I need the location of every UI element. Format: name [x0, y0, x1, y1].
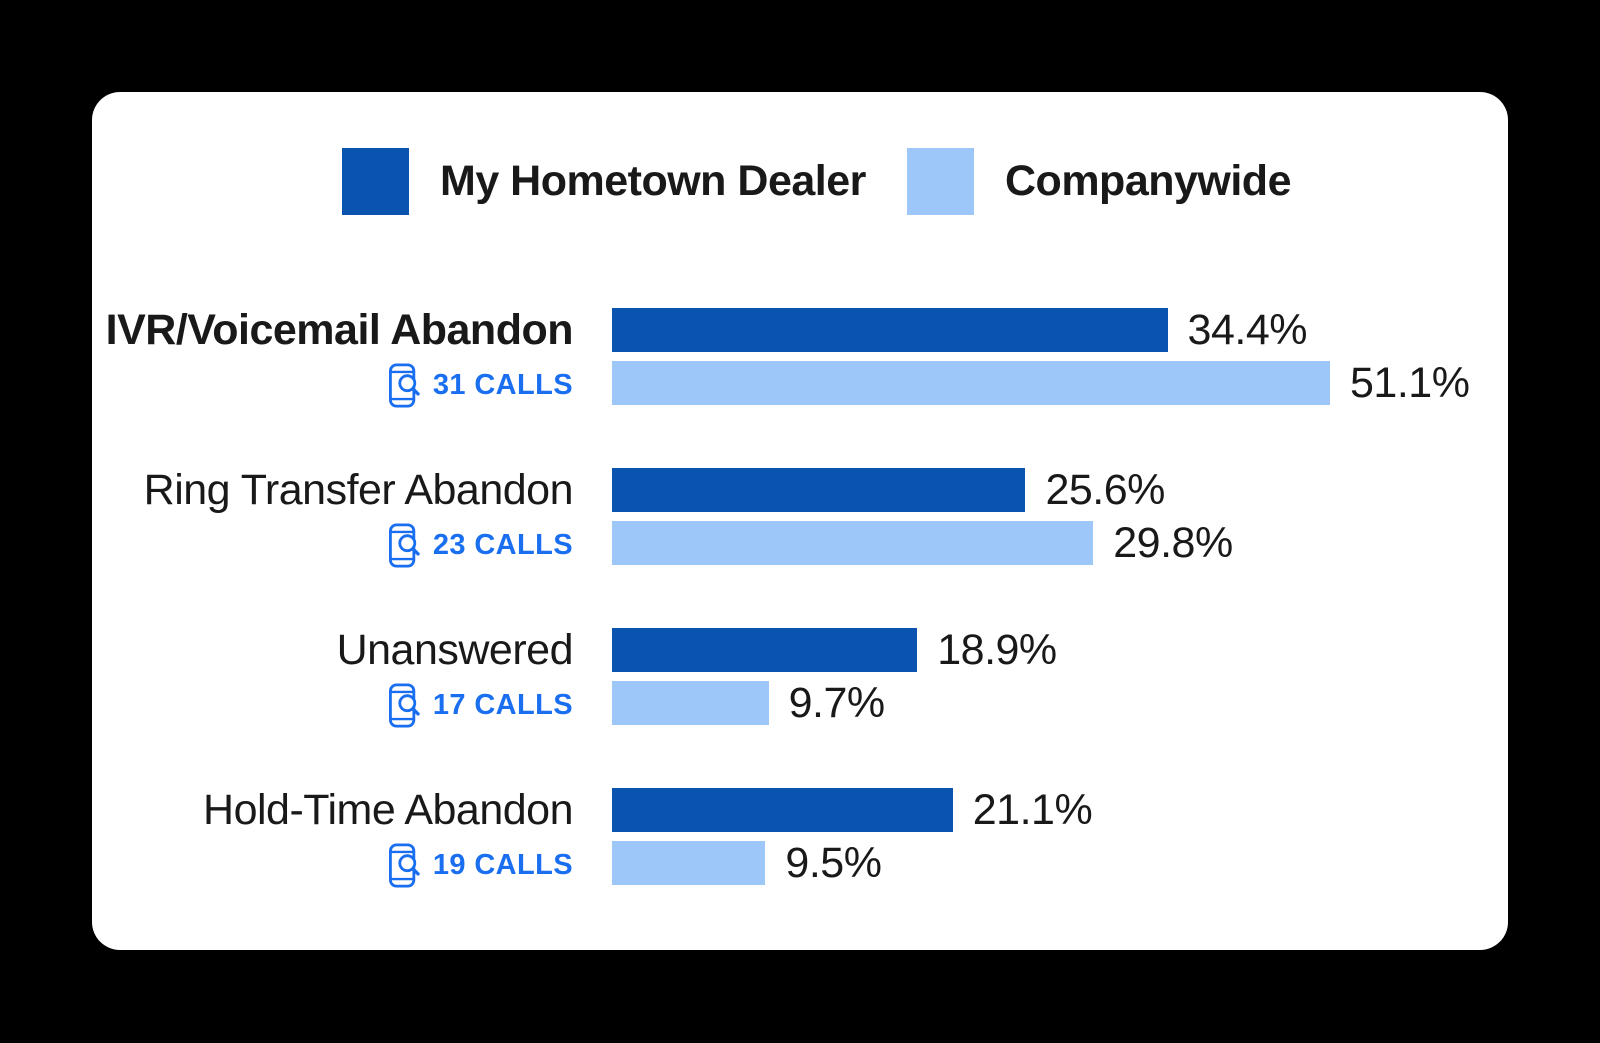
category-label: Hold-Time Abandon: [203, 786, 573, 834]
phone-search-icon: [387, 362, 421, 408]
legend-label-companywide: Companywide: [1005, 157, 1292, 205]
calls-count-label: 31 CALLS: [432, 368, 573, 401]
legend-item-companywide[interactable]: Companywide: [907, 148, 1292, 215]
companywide-bar-line: 29.8%: [612, 518, 1233, 567]
metric-row-hold-time-abandon: Hold-Time Abandon 19 CALLS 21.1%: [92, 785, 1508, 888]
companywide-bar: [612, 361, 1330, 405]
dealer-bar-line: 21.1%: [612, 785, 1093, 834]
dealer-bar: [612, 628, 918, 672]
dealer-bar-line: 25.6%: [612, 465, 1165, 514]
dealer-bar: [612, 468, 1026, 512]
dealer-bar: [612, 308, 1168, 352]
phone-search-icon: [387, 842, 421, 888]
companywide-color-swatch: [907, 148, 974, 215]
companywide-value-label: 9.5%: [785, 838, 882, 887]
companywide-value-label: 29.8%: [1113, 518, 1233, 567]
dealer-value-label: 18.9%: [937, 625, 1057, 674]
category-label: IVR/Voicemail Abandon: [105, 306, 574, 354]
calls-link[interactable]: 23 CALLS: [92, 521, 573, 569]
dealer-bar-line: 34.4%: [612, 305, 1308, 354]
metric-row-ivr-voicemail-abandon: IVR/Voicemail Abandon 31 CALLS 34.4%: [92, 305, 1508, 408]
metric-row-ring-transfer-abandon: Ring Transfer Abandon 23 CALLS 25.6%: [92, 465, 1508, 568]
companywide-bar-line: 51.1%: [612, 358, 1470, 407]
dealer-value-label: 25.6%: [1045, 465, 1165, 514]
legend-label-dealer: My Hometown Dealer: [440, 157, 866, 205]
category-label: Ring Transfer Abandon: [143, 466, 574, 514]
companywide-bar: [612, 841, 766, 885]
dealer-bar: [612, 788, 953, 832]
companywide-bar-line: 9.7%: [612, 678, 886, 727]
companywide-value-label: 51.1%: [1350, 358, 1470, 407]
legend-item-my-hometown-dealer[interactable]: My Hometown Dealer: [342, 148, 866, 215]
calls-link[interactable]: 17 CALLS: [92, 681, 573, 729]
phone-search-icon: [387, 682, 421, 728]
calls-count-label: 23 CALLS: [432, 528, 573, 561]
call-abandon-chart-card: My Hometown Dealer Companywide IVR/Voice…: [92, 92, 1508, 950]
companywide-bar: [612, 681, 769, 725]
dealer-value-label: 21.1%: [972, 785, 1093, 834]
metric-row-unanswered: Unanswered 17 CALLS 18.9%: [92, 625, 1508, 728]
companywide-bar: [612, 521, 1094, 565]
companywide-value-label: 9.7%: [788, 678, 886, 727]
calls-link[interactable]: 19 CALLS: [92, 841, 573, 889]
dealer-color-swatch: [342, 148, 409, 215]
phone-search-icon: [387, 522, 421, 568]
category-label: Unanswered: [336, 626, 574, 674]
calls-count-label: 19 CALLS: [432, 848, 573, 881]
calls-count-label: 17 CALLS: [432, 688, 573, 721]
calls-link[interactable]: 31 CALLS: [92, 361, 573, 409]
companywide-bar-line: 9.5%: [612, 838, 882, 887]
dealer-value-label: 34.4%: [1187, 305, 1308, 354]
dealer-bar-line: 18.9%: [612, 625, 1057, 674]
